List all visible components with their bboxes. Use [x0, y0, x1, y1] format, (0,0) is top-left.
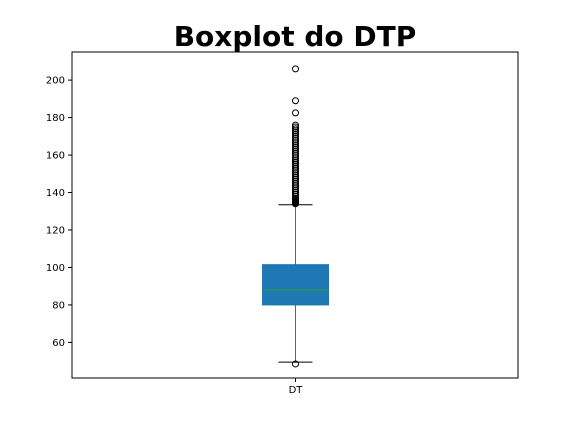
y-tick-label: 200: [46, 76, 65, 87]
outlier-point: [292, 97, 299, 105]
iqr-box: [262, 264, 329, 306]
x-axis: DT: [289, 378, 304, 396]
y-tick-label: 180: [46, 113, 65, 124]
outlier-point: [292, 123, 299, 131]
y-tick-label: 100: [46, 263, 65, 274]
outlier-point: [292, 121, 299, 129]
y-axis: 60 80 100 120 140 160 180 200: [46, 76, 72, 349]
y-tick-label: 60: [52, 338, 65, 349]
outlier-point: [292, 125, 299, 133]
chart-title: Boxplot do DTP: [174, 20, 417, 53]
box-series-dt: [262, 204, 329, 363]
x-tick-label: DT: [289, 385, 304, 396]
y-tick-label: 80: [52, 300, 65, 311]
outlier-point: [292, 65, 299, 73]
outlier-points: [292, 65, 299, 368]
y-tick-label: 140: [46, 188, 65, 199]
y-tick-label: 120: [46, 225, 65, 236]
outlier-point: [292, 109, 299, 117]
y-tick-label: 160: [46, 151, 65, 162]
outlier-point: [292, 360, 299, 368]
